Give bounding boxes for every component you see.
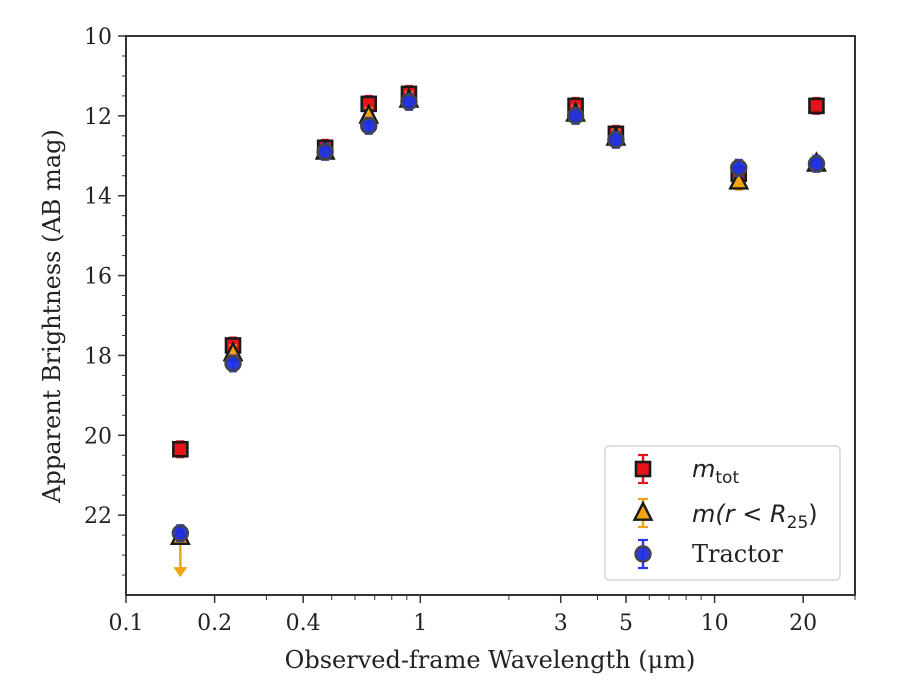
x-tick-label: 0.2: [197, 611, 232, 636]
series-layer: [169, 84, 827, 578]
y-tick-label: 20: [84, 424, 112, 449]
legend-label-mr25-main: m(r < R: [692, 500, 787, 528]
x-tick-label: 1: [413, 611, 427, 636]
y-tick-label: 22: [84, 504, 112, 529]
x-tick-label: 0.4: [286, 611, 321, 636]
data-point-circle: [316, 143, 334, 161]
data-point-square: [808, 97, 825, 115]
legend-label-mr25: m(r < R25): [692, 500, 818, 533]
data-point-circle: [224, 354, 242, 373]
data-point-circle: [400, 93, 418, 111]
x-tick-label: 0.1: [109, 611, 144, 636]
y-tick-label: 12: [84, 105, 112, 130]
legend-marker-triangle: [632, 500, 654, 521]
legend-marker-circle: [634, 545, 652, 563]
data-point-triangle: [728, 169, 750, 190]
y-tick-label: 16: [84, 265, 112, 290]
x-axis-title: Observed-frame Wavelength (μm): [285, 646, 696, 674]
data-point-circle: [807, 155, 826, 173]
legend-box: [604, 445, 841, 581]
ticks-layer: 0.1 0.2 0.4 1 3 5 10 20 10 12 14 16 18 20 22: [84, 25, 856, 636]
legend-label-mtot: mtot: [692, 455, 739, 488]
data-point-square: [172, 440, 189, 458]
data-point-circle: [607, 131, 625, 149]
legend-label-mtot-main: m: [692, 455, 715, 483]
legend-label-mr25-tail: ): [808, 500, 817, 528]
plot-frame: [125, 35, 856, 596]
x-tick-label: 20: [789, 611, 817, 636]
y-tick-label: 14: [84, 185, 112, 210]
y-tick-label: 10: [84, 25, 112, 50]
legend: mtot m(r < R25) Tractor: [604, 445, 841, 581]
data-point-circle: [730, 159, 748, 177]
data-point-circle: [566, 107, 585, 125]
y-tick-label: 18: [84, 344, 112, 369]
legend-label-mtot-sub: tot: [715, 468, 739, 488]
x-tick-label: 3: [554, 611, 568, 636]
x-tick-label: 10: [701, 611, 729, 636]
upper-limit-arrow-head: [173, 567, 188, 578]
x-tick-label: 5: [619, 611, 633, 636]
y-axis-title: Apparent Brightness (AB mag): [38, 129, 66, 504]
legend-label-tractor: Tractor: [692, 540, 783, 568]
series-2: [171, 92, 826, 543]
legend-label-mr25-sub: 25: [787, 513, 809, 533]
legend-markers: [632, 453, 654, 570]
data-point-circle: [360, 117, 378, 135]
data-point-circle: [171, 524, 190, 542]
legend-marker-square: [634, 460, 652, 478]
